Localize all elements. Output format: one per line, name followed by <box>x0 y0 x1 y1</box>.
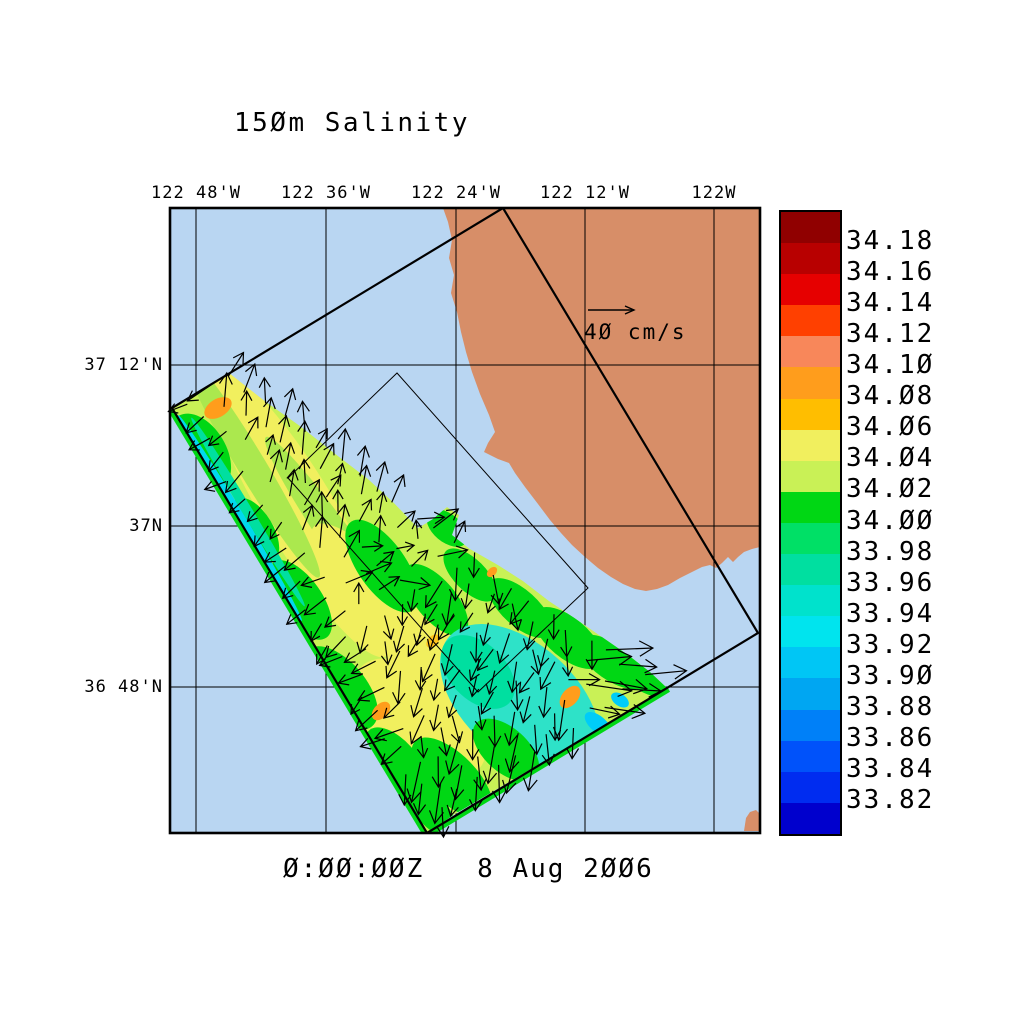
reference-vector-arrow <box>588 305 636 315</box>
colorbar-block <box>781 491 840 523</box>
colorbar-tick-label: 34.Ø8 <box>846 381 935 412</box>
colorbar-tick-label: 34.Ø6 <box>846 412 935 443</box>
page-title: 15Øm Salinity <box>234 108 470 138</box>
colorbar-block <box>781 398 840 430</box>
plot-border <box>168 206 762 835</box>
colorbar-tick-label: 33.88 <box>846 691 935 722</box>
reference-vector-label: 4Ø cm/s <box>584 320 687 344</box>
top-axis-label: 122W <box>691 183 737 203</box>
top-axis-label: 122 48'W <box>151 183 241 203</box>
colorbar-block <box>781 460 840 492</box>
colorbar-block <box>781 336 840 368</box>
outer-model-domain <box>170 208 760 833</box>
colorbar-block <box>781 367 840 399</box>
colorbar-tick-label: 33.96 <box>846 567 935 598</box>
colorbar-block <box>781 709 840 741</box>
colorbar-block <box>781 678 840 710</box>
colorbar-block <box>781 771 840 803</box>
top-axis-label: 122 12'W <box>540 183 630 203</box>
top-axis-label: 122 36'W <box>281 183 371 203</box>
colorbar-tick-label: 34.Ø4 <box>846 443 935 474</box>
colorbar-tick-label: 33.86 <box>846 722 935 753</box>
colorbar-tick-label: 33.98 <box>846 536 935 567</box>
land-coastline <box>443 208 760 591</box>
colorbar-tick-label: 34.ØØ <box>846 505 935 536</box>
colorbar-block <box>781 522 840 555</box>
colorbar-tick-label: 34.Ø2 <box>846 474 935 505</box>
land-peninsula <box>744 810 760 831</box>
colorbar-block <box>781 647 840 679</box>
colorbar-tick-label: 34.12 <box>846 319 935 350</box>
left-axis-label: 36 48'N <box>84 677 163 697</box>
colorbar-tick-label: 33.94 <box>846 598 935 629</box>
colorbar-block <box>781 802 840 834</box>
colorbar-block <box>781 243 840 275</box>
colorbar-tick-label: 33.92 <box>846 629 935 660</box>
top-axis-label: 122 24'W <box>411 183 501 203</box>
colorbar-tick-label: 33.9Ø <box>846 660 935 691</box>
colorbar-tick-label: 34.1Ø <box>846 350 935 381</box>
current-vector-field <box>167 351 688 839</box>
colorbar-tick-label: 33.82 <box>846 785 935 815</box>
colorbar-block <box>781 429 840 461</box>
colorbar-block <box>781 585 840 617</box>
left-axis-label: 37N <box>129 516 163 536</box>
colorbar-block <box>781 212 840 244</box>
timestamp-label: Ø:ØØ:ØØZ 8 Aug 2ØØ6 <box>283 854 654 884</box>
inner-model-domain <box>287 372 589 693</box>
colorbar-block <box>781 305 840 337</box>
left-axis-label: 37 12'N <box>84 355 163 375</box>
colorbar <box>779 210 842 836</box>
colorbar-block <box>781 554 840 586</box>
colorbar-tick-label: 34.16 <box>846 257 935 288</box>
colorbar-block <box>781 616 840 648</box>
colorbar-tick-label: 33.84 <box>846 753 935 784</box>
colorbar-block <box>781 274 840 306</box>
colorbar-block <box>781 740 840 772</box>
colorbar-tick-label: 34.14 <box>846 288 935 319</box>
colorbar-tick-label: 34.18 <box>846 226 935 256</box>
